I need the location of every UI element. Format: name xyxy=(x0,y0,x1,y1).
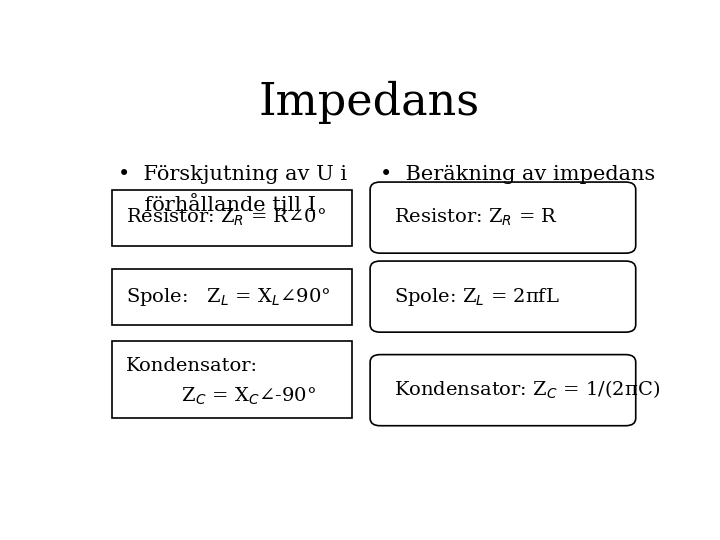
Text: Spole:   Z$_L$ = X$_L$∠90°: Spole: Z$_L$ = X$_L$∠90° xyxy=(126,286,330,308)
Text: Kondensator: Z$_C$ = 1/(2πC): Kondensator: Z$_C$ = 1/(2πC) xyxy=(394,379,660,401)
FancyBboxPatch shape xyxy=(112,341,352,418)
Text: •  Beräkning av impedans: • Beräkning av impedans xyxy=(380,165,655,184)
FancyBboxPatch shape xyxy=(112,268,352,325)
Text: Impedans: Impedans xyxy=(258,80,480,124)
FancyBboxPatch shape xyxy=(370,261,636,332)
Text: Resistor: Z$_R$ = R∠0°: Resistor: Z$_R$ = R∠0° xyxy=(126,207,326,228)
FancyBboxPatch shape xyxy=(112,190,352,246)
Text: Resistor: Z$_R$ = R: Resistor: Z$_R$ = R xyxy=(394,207,558,228)
FancyBboxPatch shape xyxy=(370,182,636,253)
Text: Z$_C$ = X$_C$∠-90°: Z$_C$ = X$_C$∠-90° xyxy=(126,386,316,407)
Text: Kondensator:: Kondensator: xyxy=(126,357,258,375)
Text: Spole: Z$_L$ = 2πfL: Spole: Z$_L$ = 2πfL xyxy=(394,286,560,308)
Text: •  Förskjutning av U i: • Förskjutning av U i xyxy=(118,165,347,184)
Text: förhållande till I: förhållande till I xyxy=(118,196,316,215)
FancyBboxPatch shape xyxy=(370,355,636,426)
